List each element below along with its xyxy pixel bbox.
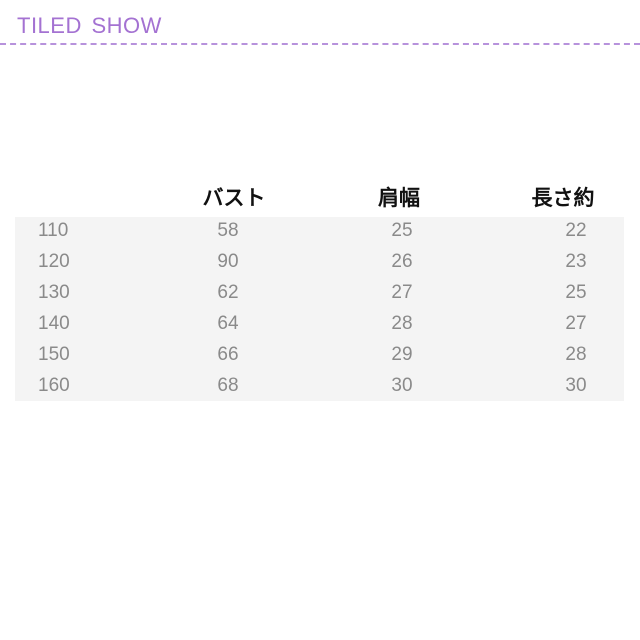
length-cell: 27	[565, 313, 587, 334]
length-cell: 30	[565, 375, 587, 396]
table-row: 150 66 29 28	[15, 341, 624, 372]
table-row: 140 64 28 27	[15, 310, 624, 341]
length-cell: 28	[565, 344, 587, 365]
bust-cell: 64	[217, 313, 239, 334]
bust-cell: 68	[217, 375, 239, 396]
table-row: 130 62 27 25	[15, 279, 624, 310]
shoulder-cell: 27	[391, 282, 413, 303]
bust-cell: 62	[217, 282, 239, 303]
size-cell: 120	[38, 251, 70, 272]
page-title: TILED SHOW	[17, 13, 162, 38]
size-table: 110 58 25 22 120 90 26 23 130 62 27 25 140 64 28 27 150 6…	[15, 217, 624, 401]
size-cell: 140	[38, 313, 70, 334]
length-cell: 23	[565, 251, 587, 272]
bust-cell: 58	[217, 220, 239, 241]
shoulder-cell: 26	[391, 251, 413, 272]
dashed-divider	[0, 43, 640, 45]
column-header-length: 長さ約	[531, 185, 595, 210]
shoulder-cell: 29	[391, 344, 413, 365]
column-header-shoulder: 肩幅	[378, 185, 420, 210]
size-cell: 150	[38, 344, 70, 365]
size-cell: 110	[38, 220, 69, 241]
length-cell: 22	[565, 220, 587, 241]
shoulder-cell: 28	[391, 313, 413, 334]
shoulder-cell: 30	[391, 375, 413, 396]
shoulder-cell: 25	[391, 220, 413, 241]
table-row: 120 90 26 23	[15, 248, 624, 279]
bust-cell: 66	[217, 344, 239, 365]
size-cell: 160	[38, 375, 70, 396]
length-cell: 25	[565, 282, 587, 303]
column-header-bust: バスト	[202, 185, 266, 210]
size-cell: 130	[38, 282, 70, 303]
table-row: 160 68 30 30	[15, 372, 624, 403]
table-row: 110 58 25 22	[15, 217, 624, 248]
bust-cell: 90	[217, 251, 239, 272]
